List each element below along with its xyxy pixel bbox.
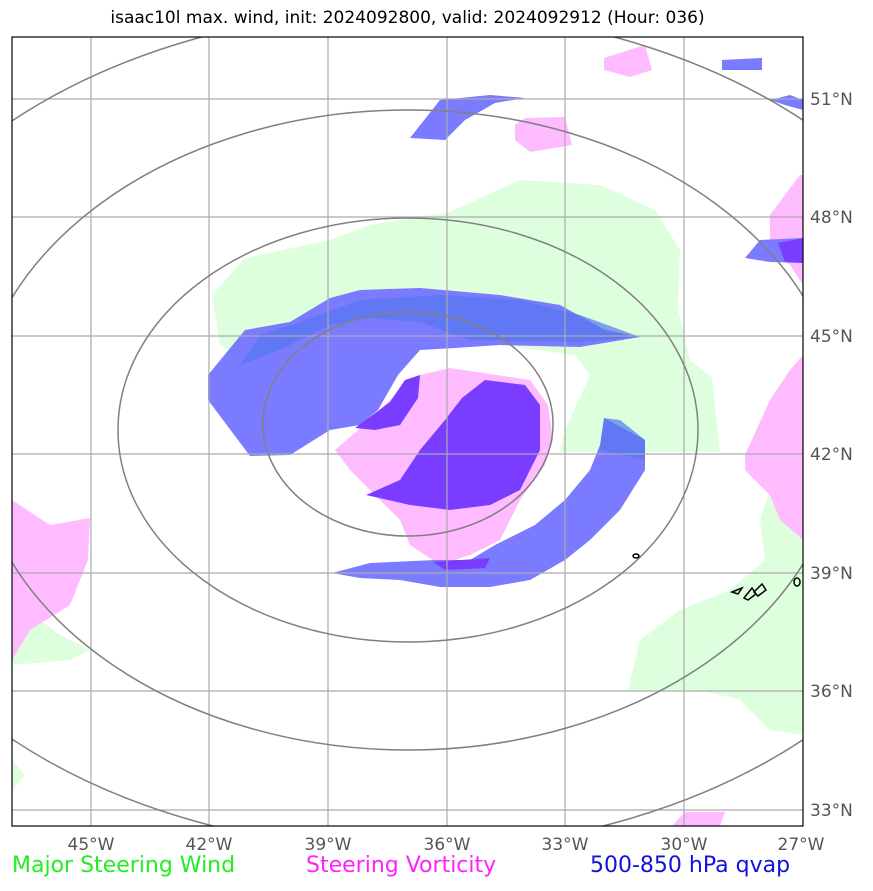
coastline-fragments bbox=[632, 553, 801, 601]
lat-label: 42°N bbox=[810, 445, 853, 465]
lon-label: 27°W bbox=[778, 835, 825, 855]
lon-label: 39°W bbox=[305, 835, 352, 855]
lat-label: 39°N bbox=[810, 564, 853, 584]
lon-label: 36°W bbox=[424, 835, 471, 855]
lat-label: 51°N bbox=[810, 90, 853, 110]
lon-label: 33°W bbox=[542, 835, 589, 855]
legend-steering-vorticity: Steering Vorticity bbox=[306, 853, 497, 878]
graticule bbox=[12, 37, 803, 826]
legend-qvap: 500-850 hPa qvap bbox=[590, 853, 791, 878]
map-frame bbox=[11, 36, 804, 827]
lat-label: 36°N bbox=[810, 682, 853, 702]
qvap-field bbox=[208, 58, 803, 587]
longitude-labels: 45°W 42°W 39°W 36°W 33°W 30°W 27°W bbox=[68, 835, 825, 855]
lon-label: 45°W bbox=[68, 835, 115, 855]
map-plot-area bbox=[12, 37, 803, 826]
map-title: isaac10l max. wind, init: 2024092800, va… bbox=[110, 8, 705, 28]
lon-label: 30°W bbox=[661, 835, 708, 855]
distance-rings bbox=[12, 37, 803, 826]
legend-steering-wind: Major Steering Wind bbox=[12, 853, 236, 878]
lon-label: 42°W bbox=[186, 835, 233, 855]
lat-label: 48°N bbox=[810, 208, 853, 228]
latitude-labels: 51°N 48°N 45°N 42°N 39°N 36°N 33°N bbox=[810, 90, 853, 821]
lat-label: 33°N bbox=[810, 801, 853, 821]
lat-label: 45°N bbox=[810, 327, 853, 347]
